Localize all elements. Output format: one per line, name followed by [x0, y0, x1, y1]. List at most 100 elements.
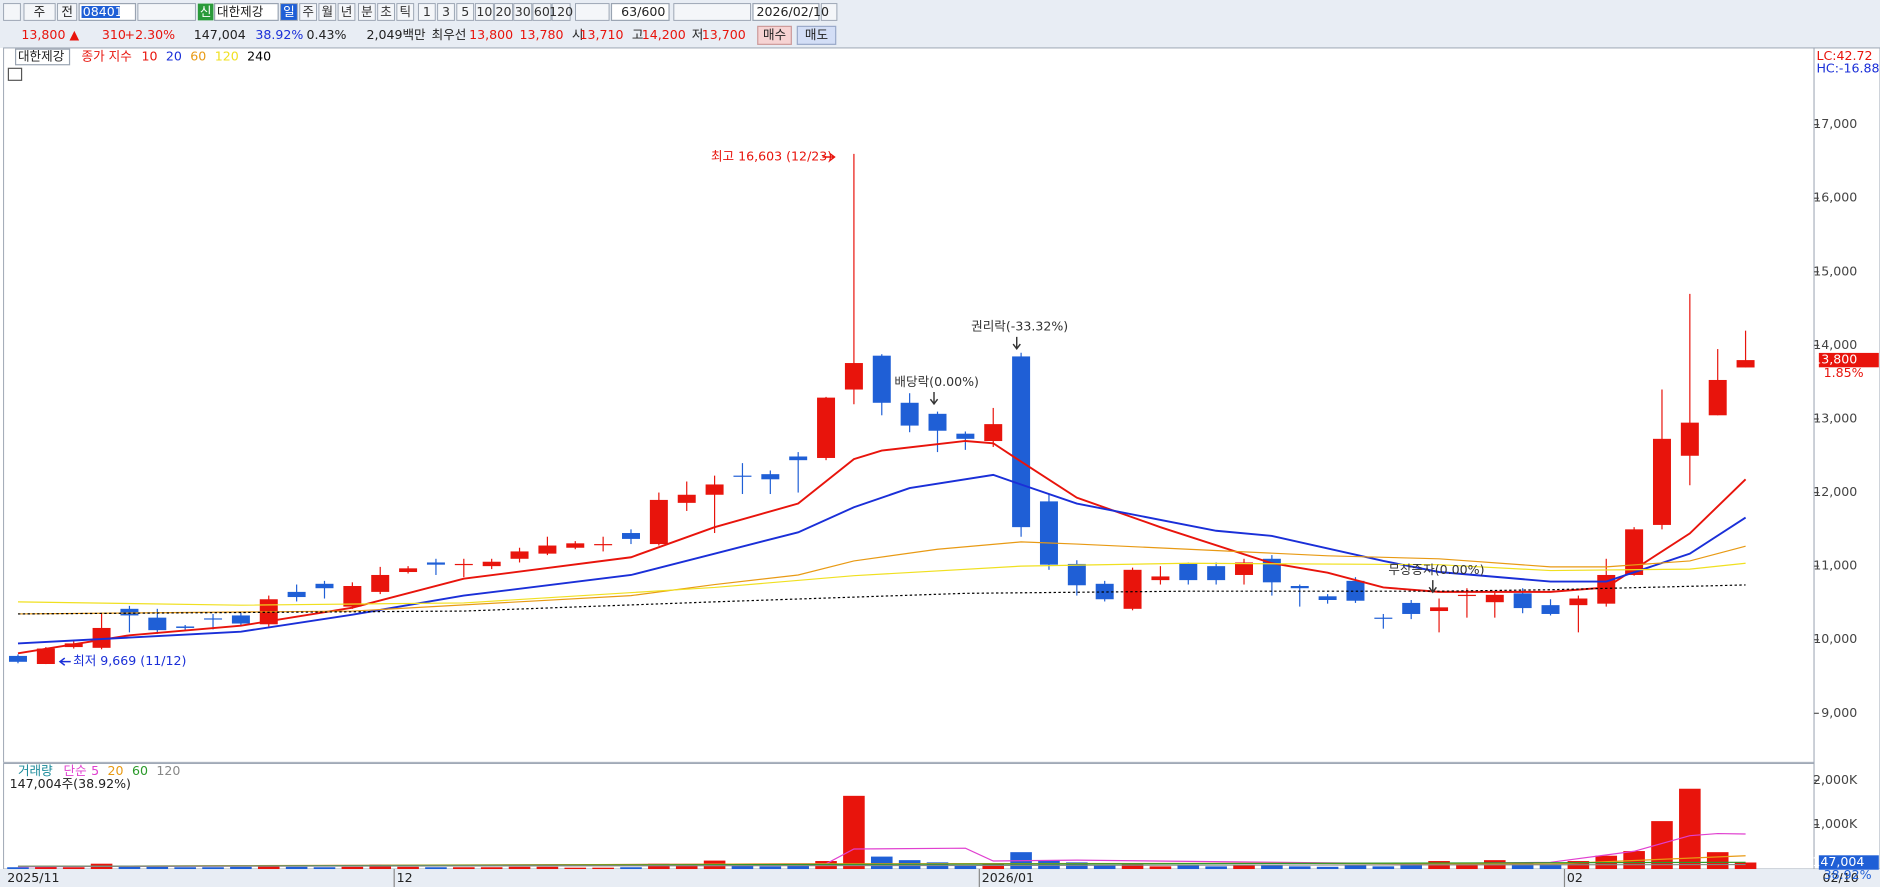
candle-body	[1067, 563, 1086, 586]
period-label[interactable]: 30	[515, 4, 531, 19]
candle-body	[315, 583, 334, 589]
volume-legend-entry: 5	[91, 763, 99, 778]
volume-bar	[1511, 862, 1534, 870]
search-icons[interactable]	[137, 3, 196, 21]
volume-bar	[1344, 865, 1367, 870]
period-button[interactable]	[280, 3, 298, 21]
legend-entry: 120	[215, 48, 239, 63]
volume-bar	[1205, 866, 1227, 870]
period-label[interactable]: 5	[461, 4, 469, 19]
period-button[interactable]	[532, 3, 552, 21]
y-tick-label: 12,000	[1813, 484, 1857, 499]
sell-button[interactable]	[796, 25, 837, 45]
volume-bar	[146, 866, 169, 870]
candle-body	[426, 562, 445, 565]
market-select[interactable]	[23, 3, 56, 21]
volume-bar	[1288, 866, 1311, 870]
volume-summary: 147,004주(38.92%)	[10, 776, 131, 791]
period-button[interactable]	[551, 3, 571, 21]
buy-label[interactable]: 매수	[763, 27, 786, 42]
period-button[interactable]	[299, 3, 318, 21]
period-button[interactable]	[358, 3, 376, 21]
moving-average-line	[17, 562, 1746, 606]
candle-body	[92, 627, 111, 648]
volume-bar	[1038, 860, 1060, 870]
count-box[interactable]	[610, 2, 670, 21]
period-label[interactable]: 10	[476, 4, 492, 19]
period-label[interactable]: 1	[423, 4, 431, 19]
period-label[interactable]: 3	[442, 4, 450, 19]
stock-code[interactable]: 084010	[83, 4, 131, 19]
candle-body	[733, 475, 752, 477]
calendar-icon[interactable]	[820, 3, 838, 21]
volume-bar	[480, 867, 503, 870]
period-label[interactable]: 초	[380, 4, 392, 19]
candle-body	[1235, 562, 1254, 575]
candle-body	[1179, 563, 1198, 581]
volume-bar	[174, 867, 196, 870]
volume-bar	[313, 867, 336, 870]
annotation: 권리락(-33.32%)	[971, 319, 1068, 334]
candle-body	[1346, 580, 1365, 601]
candle-body	[1039, 501, 1058, 565]
period-label[interactable]: 틱	[399, 4, 411, 19]
tool-icons[interactable]	[673, 3, 752, 21]
period-label[interactable]: 년	[341, 4, 353, 19]
volume-bar	[453, 867, 475, 870]
volume-bar	[341, 866, 364, 870]
period-button[interactable]	[437, 3, 455, 21]
candle-body	[1207, 566, 1226, 581]
period-button[interactable]	[474, 3, 494, 21]
candle-body	[649, 499, 668, 545]
candle-body	[705, 484, 724, 495]
period-label[interactable]: 일	[283, 4, 295, 19]
candle-body	[148, 617, 167, 631]
candle-body	[677, 494, 696, 503]
sell-label[interactable]: 매도	[805, 27, 828, 42]
date-box[interactable]	[752, 2, 820, 21]
period-button[interactable]	[318, 3, 337, 21]
legend-label: 종가 지수	[82, 48, 132, 63]
y-tick-label: 11,000	[1813, 558, 1857, 573]
annotation: 최고 16,603 (12/23)	[711, 149, 832, 164]
prefix-select[interactable]	[57, 3, 78, 21]
period-button[interactable]	[456, 3, 475, 21]
period-label[interactable]: 20	[496, 4, 512, 19]
period-button[interactable]	[494, 3, 514, 21]
candle-body	[1374, 617, 1393, 619]
moving-average-line	[17, 440, 1747, 655]
candle-body	[36, 648, 55, 665]
candle-body	[1290, 586, 1309, 589]
quote-volume-ratio: 38.92%	[255, 27, 303, 42]
volume-bar	[536, 866, 559, 870]
x-tick-label: 12	[397, 870, 413, 885]
period-button[interactable]	[396, 3, 415, 21]
candle-body	[1095, 583, 1114, 600]
period-label[interactable]: 주	[302, 4, 314, 19]
candle-body	[900, 402, 919, 426]
volume-bar	[675, 864, 698, 870]
volume-bar	[1149, 866, 1172, 870]
menu-icon[interactable]	[3, 3, 21, 21]
market: 주	[34, 4, 46, 19]
period-label[interactable]: 60	[534, 4, 550, 19]
volume-bar	[787, 865, 809, 870]
period-label[interactable]: 월	[322, 4, 334, 19]
y-tick-label: 9,000	[1821, 705, 1857, 720]
period-label[interactable]: 분	[361, 4, 373, 19]
grid-icon[interactable]	[7, 67, 23, 81]
period-label[interactable]: 120	[549, 4, 573, 19]
period-button[interactable]	[417, 3, 436, 21]
volume-bar	[62, 867, 85, 870]
moving-average-line	[17, 473, 1747, 645]
candle-body	[1012, 356, 1031, 528]
volume-panel	[3, 763, 1815, 870]
period-button[interactable]	[377, 3, 395, 21]
y-tick-label: 14,000	[1813, 337, 1857, 352]
period-dropdown[interactable]	[575, 3, 610, 21]
buy-button[interactable]	[757, 25, 792, 45]
volume-bar	[1706, 852, 1729, 870]
period-button[interactable]	[337, 3, 356, 21]
candle-body	[1680, 422, 1699, 456]
period-button[interactable]	[513, 3, 533, 21]
